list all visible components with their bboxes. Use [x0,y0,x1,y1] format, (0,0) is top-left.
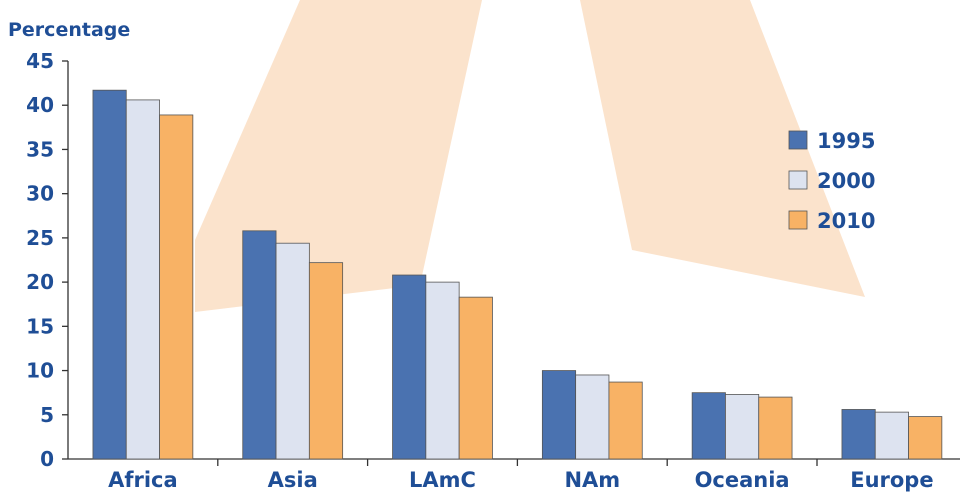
legend: 1995 2000 2010 [788,129,875,233]
legend-label-2000: 2000 [817,169,875,193]
x-tick-label: NAm [564,468,620,492]
y-tick-label: 0 [40,447,54,471]
y-tick-label: 25 [26,226,54,250]
legend-swatch-1995 [788,130,808,150]
bar-europe-1995 [841,409,876,460]
x-tick-label: Oceania [695,468,790,492]
legend-swatch-2010 [788,210,808,230]
bar-asia-2000 [275,242,310,460]
bars [92,89,943,460]
x-axis: Africa Asia LAmC NAm Oceania Europe [68,458,960,492]
y-tick-label: 40 [26,93,54,117]
bar-oceania-1995 [691,392,726,460]
x-tick-label: LAmC [409,468,476,492]
y-tick-label: 30 [26,182,54,206]
y-tick-label: 35 [26,137,54,161]
y-axis: 0 5 10 15 20 25 30 35 40 45 [26,49,69,471]
y-tick-label: 15 [26,314,54,338]
bar-africa-2000 [125,99,160,460]
bar-lamc-2010 [458,296,493,460]
legend-label-1995: 1995 [817,129,875,153]
bar-oceania-2000 [725,394,760,460]
legend-label-2010: 2010 [817,209,875,233]
x-tick-label: Africa [108,468,178,492]
bar-oceania-2010 [758,396,793,460]
y-tick-label: 5 [40,403,54,427]
legend-swatch-2000 [788,170,808,190]
bar-africa-1995 [92,89,127,460]
bar-asia-2010 [308,262,344,460]
y-tick-label: 45 [26,49,54,73]
y-tick-label: 20 [26,270,54,294]
bar-nam-1995 [541,370,577,460]
bar-lamc-1995 [392,274,427,460]
bar-africa-2010 [159,114,194,460]
y-tick-label: 10 [26,359,54,383]
x-tick-label: Europe [850,468,933,492]
bar-europe-2000 [874,411,909,460]
bar-nam-2010 [608,381,643,460]
bar-lamc-2000 [425,281,460,460]
bar-nam-2000 [575,374,610,460]
bar-asia-1995 [242,230,277,460]
bar-europe-2010 [908,416,943,460]
y-axis-label: Percentage [8,19,130,41]
x-tick-label: Asia [268,468,318,492]
